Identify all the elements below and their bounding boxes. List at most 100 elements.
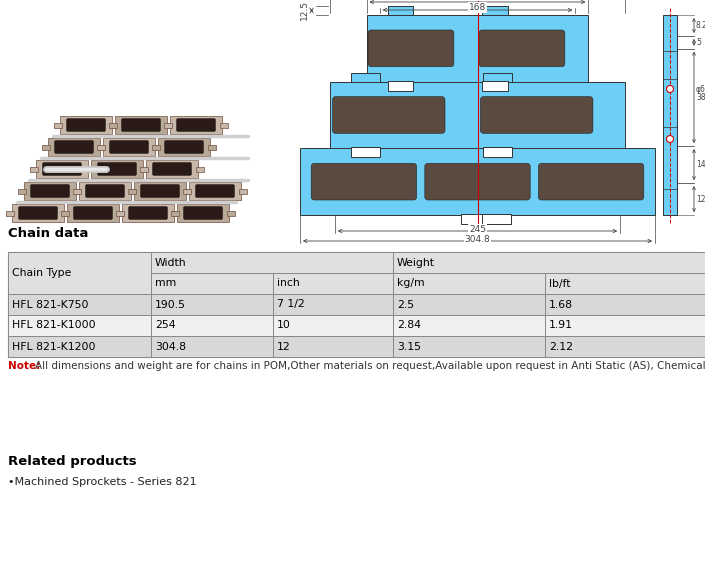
Text: HFL 821-K750: HFL 821-K750	[12, 300, 89, 310]
FancyBboxPatch shape	[176, 119, 216, 132]
Text: Width: Width	[155, 257, 187, 268]
Bar	[461, 214, 490, 224]
Bar	[54, 123, 62, 128]
Bar	[91, 160, 143, 178]
Bar	[61, 211, 69, 215]
Text: 38.1: 38.1	[696, 93, 705, 102]
Bar	[140, 166, 148, 171]
Bar	[227, 211, 235, 215]
Bar	[388, 6, 413, 15]
Bar	[171, 211, 179, 215]
FancyBboxPatch shape	[333, 97, 445, 133]
Bar	[128, 188, 136, 193]
FancyBboxPatch shape	[18, 206, 58, 220]
Text: 14.5: 14.5	[696, 160, 705, 169]
Bar	[165, 123, 173, 128]
Bar	[177, 204, 229, 222]
Bar	[79, 182, 131, 200]
Bar	[388, 81, 413, 90]
Bar	[329, 81, 625, 148]
Bar	[6, 211, 14, 215]
Text: 3.15: 3.15	[397, 342, 421, 351]
Bar	[170, 116, 222, 134]
Text: Note:: Note:	[8, 361, 40, 371]
Bar	[117, 211, 125, 215]
Bar	[8, 315, 151, 336]
Bar	[48, 138, 100, 156]
Bar	[545, 336, 705, 357]
Bar	[273, 294, 393, 315]
Bar	[98, 144, 106, 149]
Bar	[393, 336, 545, 357]
Bar	[158, 138, 210, 156]
Bar	[141, 166, 149, 171]
Text: 254: 254	[155, 320, 176, 330]
Bar	[151, 273, 273, 294]
Text: 168: 168	[469, 3, 486, 12]
Bar	[393, 294, 545, 315]
FancyBboxPatch shape	[195, 184, 235, 197]
Bar	[164, 123, 172, 128]
FancyBboxPatch shape	[140, 184, 180, 197]
FancyBboxPatch shape	[109, 140, 149, 153]
FancyBboxPatch shape	[152, 162, 192, 175]
Text: 5: 5	[696, 38, 701, 47]
Text: 12: 12	[277, 342, 290, 351]
Bar	[8, 252, 151, 294]
Text: 245: 245	[469, 225, 486, 234]
FancyBboxPatch shape	[480, 97, 593, 133]
Bar	[146, 160, 198, 178]
Bar	[482, 6, 508, 15]
Text: 8.2: 8.2	[696, 21, 705, 30]
Bar	[273, 336, 393, 357]
Text: HFL 821-K1200: HFL 821-K1200	[12, 342, 95, 351]
FancyBboxPatch shape	[183, 206, 223, 220]
Text: 10: 10	[277, 320, 291, 330]
Bar	[482, 81, 508, 90]
Circle shape	[666, 135, 673, 143]
Bar	[67, 204, 119, 222]
Text: lb/ft: lb/ft	[549, 279, 570, 288]
Bar	[151, 252, 393, 273]
Text: kg/m: kg/m	[397, 279, 424, 288]
Bar	[24, 182, 76, 200]
Text: •Machined Sprockets - Series 821: •Machined Sprockets - Series 821	[8, 477, 197, 487]
Bar	[103, 138, 155, 156]
Bar	[545, 294, 705, 315]
Bar	[273, 315, 393, 336]
FancyBboxPatch shape	[30, 184, 70, 197]
Bar	[196, 166, 204, 171]
Bar	[350, 147, 380, 157]
FancyBboxPatch shape	[42, 162, 82, 175]
FancyBboxPatch shape	[479, 30, 565, 67]
Text: φ6: φ6	[696, 84, 705, 93]
Bar	[663, 15, 677, 215]
Bar	[60, 116, 112, 134]
Text: 1.68: 1.68	[549, 300, 573, 310]
Text: inch: inch	[277, 279, 300, 288]
Bar	[220, 123, 228, 128]
Text: Weight: Weight	[397, 257, 435, 268]
Bar	[116, 211, 124, 215]
Bar	[12, 204, 64, 222]
Text: All dimensions and weight are for chains in POM,Other materials on request,Avail: All dimensions and weight are for chains…	[35, 361, 705, 371]
Bar	[367, 15, 589, 81]
Bar	[484, 72, 513, 81]
Bar	[74, 188, 82, 193]
FancyBboxPatch shape	[121, 119, 161, 132]
Text: 12.5: 12.5	[300, 1, 309, 20]
Bar	[208, 144, 216, 149]
Text: Related products: Related products	[8, 455, 137, 468]
Text: mm: mm	[155, 279, 176, 288]
Bar	[300, 148, 655, 215]
Bar	[36, 160, 88, 178]
Text: 1.91: 1.91	[549, 320, 573, 330]
FancyBboxPatch shape	[539, 164, 644, 200]
Text: 2.12: 2.12	[549, 342, 573, 351]
Text: 2.5: 2.5	[397, 300, 414, 310]
FancyBboxPatch shape	[425, 164, 530, 200]
Text: HFL 821-K1000: HFL 821-K1000	[12, 320, 96, 330]
Bar	[8, 252, 697, 357]
FancyBboxPatch shape	[73, 206, 113, 220]
Bar	[393, 273, 545, 294]
